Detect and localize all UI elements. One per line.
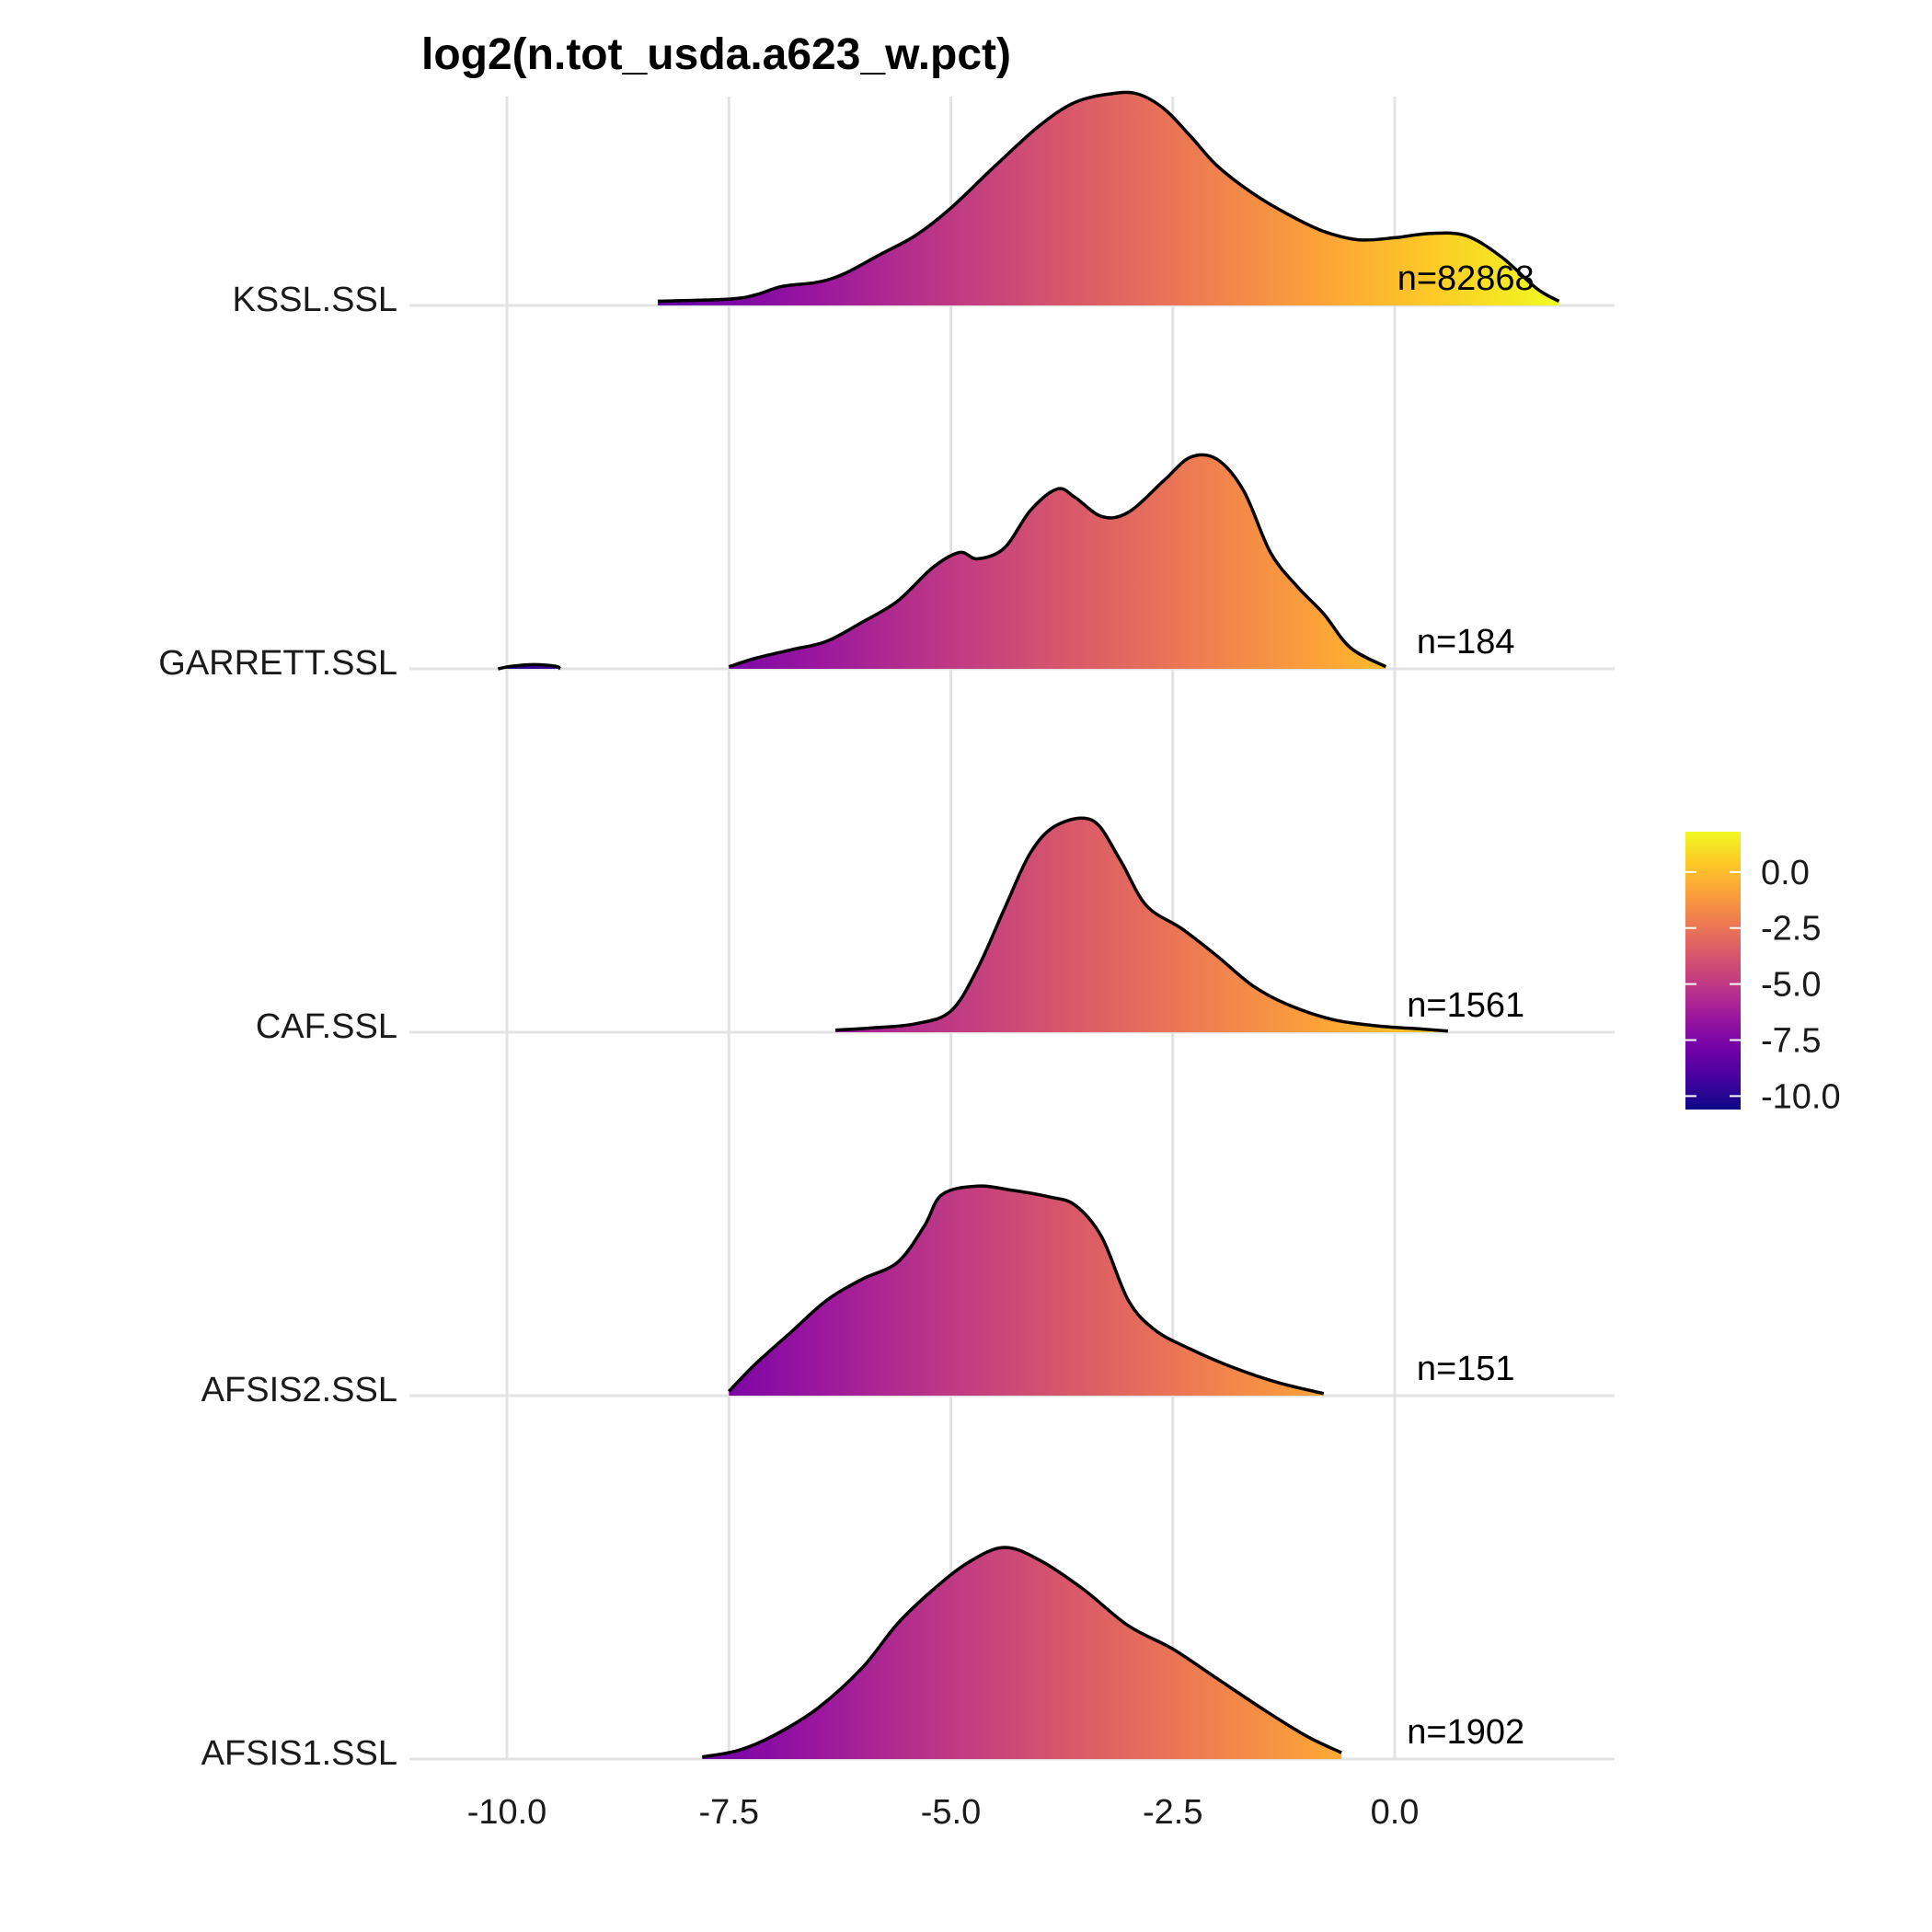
- afsis1-ssl-density-curve: [701, 1546, 1342, 1759]
- chart-title: log2(n.tot_usda.a623_w.pct): [421, 30, 1011, 79]
- colorbar-tick-label: -5.0: [1761, 966, 1821, 1005]
- x-tick-label: -5.0: [921, 1793, 981, 1832]
- sample-count-label: n=1561: [1407, 986, 1524, 1025]
- colorbar-legend: 0.0 -2.5 -5.0 -7.5 -10.0: [1685, 832, 1841, 1116]
- afsis1-ssl-density-fill: [702, 1547, 1342, 1759]
- sample-count-label: n=82868: [1397, 259, 1535, 298]
- colorbar-tick-label: -7.5: [1761, 1022, 1821, 1061]
- x-tick-label: -7.5: [699, 1793, 759, 1832]
- y-category-label: AFSIS2.SSL: [201, 1371, 397, 1409]
- caf-ssl-density-curve: [834, 816, 1449, 1033]
- colorbar-tick-label: -2.5: [1761, 910, 1821, 949]
- afsis2-ssl-density-curve: [728, 1184, 1325, 1396]
- y-category-label: AFSIS1.SSL: [201, 1734, 397, 1773]
- kssl-ssl-density-curve: [657, 90, 1560, 304]
- caf-ssl-density-fill: [835, 818, 1448, 1032]
- colorbar: [1685, 832, 1741, 1110]
- colorbar-tick-label: -10.0: [1761, 1077, 1841, 1116]
- garrett-ssl-density-curve: [728, 453, 1387, 669]
- y-category-label: GARRETT.SSL: [158, 644, 397, 683]
- afsis2-ssl-density-fill: [729, 1186, 1324, 1396]
- x-tick-label: -2.5: [1143, 1793, 1202, 1832]
- label-layer: -10.0 -7.5 -5.0 -2.5 0.0 KSSL.SSL n=82868 GARRE…: [158, 259, 1534, 1832]
- ridge-layer: [498, 90, 1560, 1759]
- y-category-label: CAF.SSL: [256, 1007, 397, 1046]
- x-tick-label: 0.0: [1371, 1793, 1420, 1832]
- garrett-ssl-density-fill: [729, 454, 1386, 669]
- sample-count-label: n=1902: [1407, 1713, 1524, 1752]
- sample-count-label: n=184: [1417, 623, 1515, 661]
- x-tick-label: -10.0: [467, 1793, 547, 1832]
- kssl-ssl-density-fill: [658, 92, 1559, 305]
- y-category-label: KSSL.SSL: [232, 281, 397, 319]
- garrett-ssl-outlier-density-curve: [498, 662, 562, 671]
- colorbar-tick-label: 0.0: [1761, 854, 1810, 892]
- sample-count-label: n=151: [1417, 1350, 1515, 1388]
